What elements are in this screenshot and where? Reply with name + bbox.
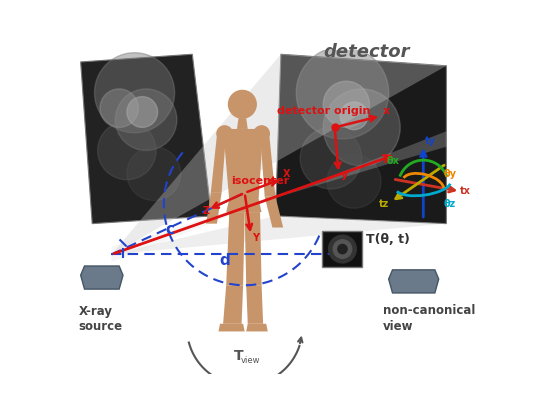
Text: non-canonical
view: non-canonical view — [383, 304, 476, 333]
Polygon shape — [206, 193, 222, 223]
Text: y: y — [341, 170, 348, 180]
Polygon shape — [81, 54, 211, 223]
Text: θx: θx — [386, 155, 399, 165]
Circle shape — [229, 90, 256, 118]
Circle shape — [98, 121, 156, 180]
Text: tz: tz — [379, 199, 389, 209]
Text: ty: ty — [425, 136, 436, 146]
Circle shape — [217, 126, 233, 141]
Polygon shape — [218, 324, 244, 331]
Polygon shape — [112, 54, 447, 255]
Text: T: T — [234, 349, 243, 363]
Text: T(θ, t): T(θ, t) — [365, 233, 409, 246]
Circle shape — [100, 89, 138, 127]
Text: c: c — [165, 222, 175, 236]
Polygon shape — [112, 216, 447, 255]
Text: view: view — [241, 356, 260, 365]
Text: d: d — [220, 253, 230, 268]
Text: θz: θz — [443, 199, 456, 209]
Circle shape — [94, 52, 175, 133]
Polygon shape — [226, 212, 244, 285]
Circle shape — [296, 47, 389, 139]
Polygon shape — [264, 197, 283, 228]
Circle shape — [328, 235, 356, 263]
Circle shape — [254, 126, 269, 141]
Polygon shape — [260, 132, 275, 197]
Circle shape — [300, 127, 362, 189]
Circle shape — [115, 89, 177, 150]
Circle shape — [333, 240, 352, 258]
Polygon shape — [211, 132, 226, 193]
Text: isocenter: isocenter — [231, 176, 289, 186]
Circle shape — [338, 244, 347, 254]
Polygon shape — [81, 266, 123, 289]
Circle shape — [127, 97, 158, 127]
Text: Z: Z — [202, 206, 209, 216]
Polygon shape — [237, 118, 248, 129]
Polygon shape — [389, 270, 438, 293]
Polygon shape — [244, 212, 262, 285]
Text: x: x — [383, 106, 390, 116]
Circle shape — [127, 147, 180, 200]
Text: Y: Y — [253, 233, 260, 243]
Circle shape — [340, 102, 368, 130]
Polygon shape — [223, 285, 243, 324]
Text: X: X — [283, 169, 291, 179]
Polygon shape — [275, 54, 447, 223]
Polygon shape — [246, 324, 268, 331]
Text: X-ray
source: X-ray source — [79, 304, 122, 333]
Polygon shape — [112, 131, 447, 262]
Text: tx: tx — [460, 186, 471, 197]
Polygon shape — [246, 285, 263, 324]
Circle shape — [327, 154, 381, 208]
Polygon shape — [226, 199, 262, 212]
FancyBboxPatch shape — [322, 231, 363, 267]
Text: θy: θy — [443, 169, 456, 179]
Text: detector: detector — [323, 42, 410, 60]
Circle shape — [323, 89, 400, 166]
Polygon shape — [223, 129, 263, 200]
Circle shape — [323, 81, 370, 127]
Text: detector origin: detector origin — [277, 105, 370, 116]
